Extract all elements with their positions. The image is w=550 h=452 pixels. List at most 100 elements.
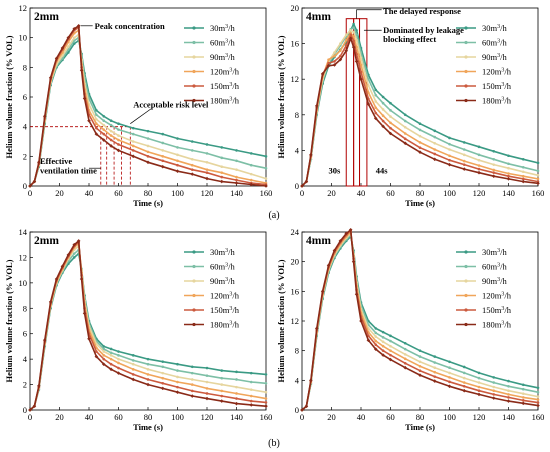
data-point: [175, 390, 180, 394]
data-point: [109, 119, 113, 123]
legend-label: 90m3/h: [210, 52, 235, 62]
data-point: [506, 399, 511, 403]
data-point: [160, 164, 165, 169]
data-point: [351, 259, 356, 264]
data-point: [354, 59, 359, 64]
data-point: [300, 184, 304, 188]
y-tick-label: 6: [23, 329, 27, 339]
data-point: [333, 51, 336, 54]
data-point: [102, 354, 106, 357]
data-point: [249, 182, 254, 187]
x-axis-label: Time (s): [133, 422, 163, 432]
data-point: [176, 137, 179, 140]
data-point: [249, 152, 253, 155]
data-point: [374, 111, 378, 115]
x-tick-label: 80: [416, 188, 425, 198]
data-point: [507, 172, 510, 175]
data-point: [176, 146, 179, 149]
data-point: [314, 104, 319, 108]
data-point: [389, 344, 392, 348]
data-point: [373, 116, 378, 121]
data-point: [146, 150, 150, 154]
data-point: [220, 376, 224, 380]
data-point: [205, 387, 209, 390]
legend-marker: [192, 264, 196, 269]
data-point: [161, 159, 165, 163]
data-point: [176, 380, 179, 384]
data-point: [349, 33, 352, 36]
data-point: [389, 334, 392, 338]
data-point: [190, 163, 194, 167]
data-point: [131, 132, 135, 136]
data-point: [521, 158, 525, 161]
data-point: [333, 60, 336, 63]
data-point: [264, 397, 268, 400]
legend-label: 90m3/h: [482, 276, 507, 286]
data-point: [339, 54, 342, 58]
x-tick-label: 20: [327, 412, 336, 422]
x-tick-label: 120: [473, 188, 486, 198]
legend-marker: [192, 279, 196, 283]
data-point: [309, 153, 313, 157]
annotation: Acceptable risk level: [133, 99, 209, 109]
data-point: [462, 384, 466, 388]
data-point: [109, 357, 113, 361]
data-point: [339, 42, 342, 45]
x-tick-label: 160: [532, 188, 545, 198]
data-point: [131, 149, 135, 152]
risk-level-arrow: [130, 108, 152, 124]
data-point: [161, 382, 165, 385]
data-point: [116, 371, 121, 375]
data-point: [492, 149, 496, 153]
data-point: [536, 177, 540, 181]
data-point: [521, 401, 526, 406]
data-point: [374, 93, 378, 97]
y-tick-label: 4: [23, 354, 28, 364]
data-point: [264, 382, 268, 385]
legend-marker: [192, 26, 196, 30]
data-point: [176, 153, 179, 157]
data-point: [507, 389, 510, 393]
x-tick-label: 140: [230, 188, 243, 198]
data-point: [462, 159, 466, 163]
data-point: [433, 152, 437, 156]
data-point: [146, 378, 150, 381]
data-point: [344, 48, 349, 53]
legend-marker: [192, 84, 196, 88]
data-point: [381, 330, 385, 334]
data-point: [403, 132, 407, 135]
y-tick-label: 12: [291, 74, 300, 84]
data-point: [448, 154, 451, 158]
data-point: [448, 148, 451, 151]
data-point: [72, 26, 77, 31]
legend-marker: [464, 98, 468, 103]
data-point: [403, 353, 407, 356]
y-tick-label: 0: [23, 181, 27, 191]
data-point: [359, 319, 363, 323]
data-point: [462, 381, 466, 384]
x-tick-label: 140: [230, 412, 243, 422]
data-point: [374, 100, 378, 103]
x-tick-label: 100: [171, 188, 184, 198]
data-point: [448, 142, 451, 146]
x-tick-label: 60: [386, 412, 395, 422]
data-point: [102, 357, 106, 361]
data-point: [351, 45, 356, 49]
panel-tag: 4mm: [306, 11, 331, 23]
data-point: [418, 360, 422, 364]
data-point: [418, 355, 422, 358]
data-point: [54, 56, 59, 61]
data-point: [67, 45, 70, 48]
annotation: Dominated by leakage: [383, 25, 464, 35]
data-point: [87, 118, 91, 123]
data-point: [492, 389, 496, 393]
data-point: [477, 170, 481, 175]
data-point: [72, 242, 77, 247]
y-tick-label: 12: [19, 252, 28, 262]
data-point: [95, 350, 98, 353]
data-point: [381, 101, 385, 105]
data-point: [102, 128, 106, 131]
data-point: [37, 160, 41, 165]
data-point: [344, 38, 348, 42]
data-point: [117, 138, 120, 142]
